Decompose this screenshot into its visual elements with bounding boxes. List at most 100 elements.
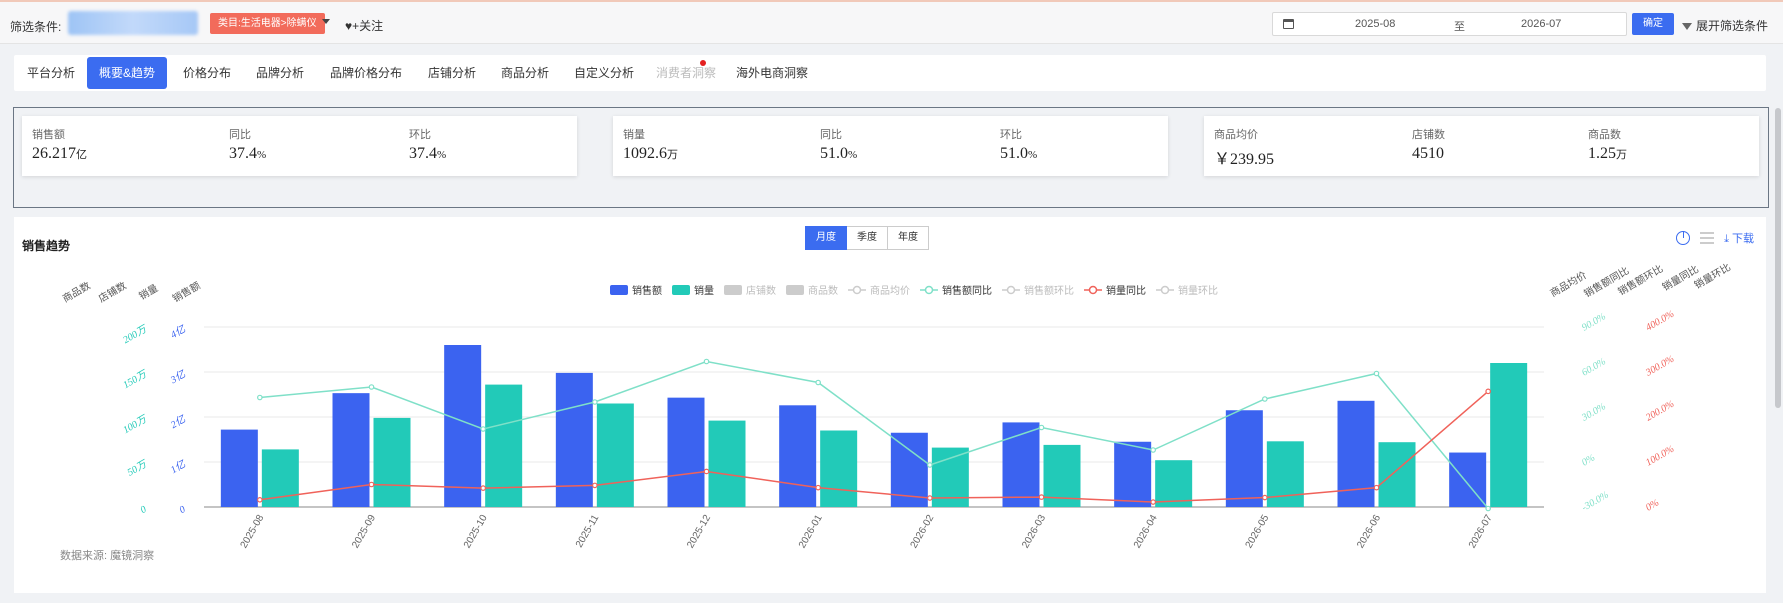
download-button[interactable]: ⤓ 下载: [1724, 233, 1754, 245]
yoy-volume-point: [592, 482, 598, 489]
legend-marker: [1088, 285, 1098, 295]
legend-label: 销售额同比: [942, 284, 992, 297]
kpi-value: 1.25万: [1588, 145, 1627, 162]
chart-tools: ⤓ 下载: [1676, 230, 1754, 246]
tick-label-yoy-sales: 0%: [1580, 452, 1597, 468]
download-label: 下载: [1732, 233, 1754, 245]
legend-label: 商品均价: [870, 284, 910, 297]
tick-label-volume: 200万: [121, 323, 150, 346]
kpi-label: 店铺数: [1412, 129, 1445, 141]
x-tick-label: 2025-08: [239, 513, 267, 551]
legend-label: 销量同比: [1106, 284, 1146, 297]
chart-title: 销售趋势: [22, 239, 71, 253]
date-separator: 至: [1454, 21, 1465, 33]
kpi-sales-amount: 销售额 26.217亿: [32, 126, 87, 163]
legend-marker: [1160, 285, 1170, 295]
tab-brand[interactable]: 品牌分析: [255, 66, 304, 80]
legend-label: 销售额: [632, 284, 662, 297]
tab-overseas[interactable]: 海外电商洞察: [735, 66, 808, 80]
tick-label-yoy-volume: 300.0%: [1643, 354, 1676, 379]
legend-marker: [1006, 285, 1016, 295]
tick-label-sales: 4亿: [169, 323, 189, 341]
bar-volume: [1043, 444, 1081, 507]
pie-chart-icon[interactable]: [1676, 231, 1691, 245]
axis-title-left: 店铺数: [96, 279, 128, 305]
follow-button[interactable]: ♥+关注: [345, 19, 384, 33]
tick-label-yoy-volume: 0%: [1644, 497, 1661, 513]
sales-trend-card: 销售趋势 月度 季度 年度 ⤓ 下载 0 0 -30.0% 0% 1亿 50万 0% 100.…: [14, 217, 1766, 593]
kpi-value: 37.4%: [409, 145, 447, 162]
confirm-button[interactable]: 确定: [1632, 13, 1674, 35]
axis-title-left: 销售额: [170, 279, 202, 305]
kpi-label: 商品均价: [1214, 129, 1258, 141]
tab-overview[interactable]: 概要&趋势: [87, 57, 167, 89]
tab-platform[interactable]: 平台分析: [26, 66, 75, 80]
legend-swatch: [672, 285, 690, 295]
x-tick-label: 2025-10: [462, 513, 490, 551]
yoy-sales-point: [927, 462, 933, 468]
bar-volume: [1490, 363, 1528, 507]
notification-dot: [700, 60, 706, 66]
x-tick-label: 2025-12: [685, 513, 713, 551]
list-view-icon[interactable]: [1700, 232, 1715, 244]
kpi-value: 1092.6万: [623, 145, 678, 162]
bar-sales: [779, 405, 817, 507]
kpi-card-sales: 销售额 26.217亿 同比 37.4% 环比 37.4%: [22, 116, 577, 176]
tick-label-yoy-volume: 100.0%: [1644, 444, 1676, 469]
yoy-volume-point: [703, 468, 710, 475]
tick-label-sales: 1亿: [169, 458, 189, 476]
kpi-card-volume: 销量 1092.6万 同比 51.0% 环比 51.0%: [613, 116, 1168, 176]
category-tag[interactable]: 类目:生活电器>除螨仪: [210, 13, 325, 34]
legend-label: 销量环比: [1178, 284, 1218, 297]
kpi-value: 51.0%: [1000, 145, 1038, 162]
yoy-volume-point: [368, 481, 375, 488]
kpi-avg-price: 商品均价 ￥239.95: [1214, 126, 1274, 169]
tab-consumer[interactable]: 消费者洞察: [655, 66, 716, 80]
expand-filters-label: 展开筛选条件: [1696, 19, 1769, 33]
chevron-down-icon[interactable]: [322, 19, 330, 24]
yoy-sales-point: [592, 399, 598, 405]
tab-store[interactable]: 店铺分析: [427, 66, 476, 80]
tick-label-yoy-sales: 30.0%: [1579, 401, 1608, 424]
legend-label: 销量: [694, 284, 714, 297]
date-range-picker[interactable]: 2025-08 至 2026-07: [1272, 12, 1627, 36]
bar-sales: [667, 397, 705, 507]
date-end[interactable]: 2026-07: [1521, 18, 1562, 30]
filter-bar: 筛选条件: 类目:生活电器>除螨仪 ♥+关注 2025-08 至 2026-07…: [0, 0, 1783, 44]
data-source: 数据来源: 魔镜洞察: [60, 550, 155, 562]
tab-price[interactable]: 价格分布: [182, 66, 231, 80]
tick-label-sales: 0: [178, 504, 188, 516]
tick-label-yoy-volume: 400.0%: [1644, 309, 1676, 334]
x-tick-label: 2026-02: [909, 513, 937, 551]
axis-title-right: 销量环比: [1692, 260, 1733, 291]
bar-volume: [1378, 442, 1416, 507]
legend-swatch: [724, 285, 742, 295]
tick-label-volume: 50万: [126, 458, 151, 479]
kpi-label: 环比: [1000, 129, 1022, 141]
yoy-volume-point: [257, 496, 263, 503]
tick-label-volume: 150万: [121, 368, 150, 391]
bar-volume: [373, 417, 411, 507]
bar-sales: [332, 393, 370, 507]
yoy-sales-point: [1150, 447, 1156, 453]
period-monthly-button[interactable]: 月度: [805, 226, 847, 250]
legend-swatch: [610, 285, 628, 295]
yoy-volume-point: [815, 484, 821, 491]
blurred-filter-value[interactable]: [68, 11, 198, 35]
funnel-icon: [1682, 23, 1692, 31]
period-quarterly-button[interactable]: 季度: [847, 226, 888, 250]
tab-brand-price[interactable]: 品牌价格分布: [329, 66, 402, 80]
x-tick-label: 2025-11: [574, 513, 602, 550]
yoy-volume-point: [480, 485, 486, 491]
page-scrollbar[interactable]: [1775, 108, 1781, 408]
yoy-sales-point: [703, 358, 710, 365]
expand-filters-button[interactable]: 展开筛选条件: [1682, 17, 1768, 34]
date-start[interactable]: 2025-08: [1355, 18, 1396, 30]
period-yearly-button[interactable]: 年度: [888, 226, 929, 250]
bar-sales: [555, 372, 593, 507]
tab-product[interactable]: 商品分析: [500, 66, 549, 80]
kpi-label: 商品数: [1588, 129, 1621, 141]
tab-custom[interactable]: 自定义分析: [573, 66, 634, 80]
kpi-label: 同比: [229, 129, 251, 141]
tick-label-sales: 2亿: [169, 413, 189, 431]
